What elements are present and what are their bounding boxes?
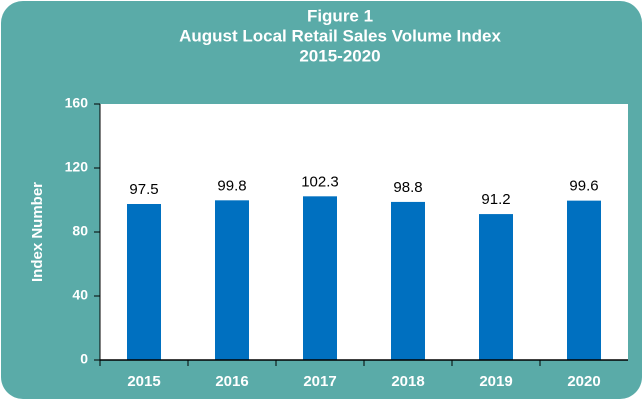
x-tick-label: 2015: [127, 373, 160, 390]
data-label: 91.2: [481, 191, 510, 208]
bar: [303, 196, 337, 360]
chart-title: 2015-2020: [299, 46, 380, 65]
data-label: 98.8: [393, 179, 422, 196]
bar: [391, 201, 425, 360]
bar: [567, 200, 601, 360]
data-label: 99.6: [569, 178, 598, 195]
x-tick-label: 2017: [303, 373, 336, 390]
plot-area: [100, 104, 628, 360]
x-tick-label: 2019: [479, 373, 512, 390]
y-axis-label: Index Number: [29, 182, 46, 282]
y-tick-label: 40: [72, 287, 88, 303]
y-tick-label: 0: [80, 351, 88, 367]
bar: [479, 214, 513, 360]
y-tick-label: 160: [65, 95, 89, 111]
x-tick-label: 2018: [391, 373, 424, 390]
x-tick-label: 2020: [567, 373, 600, 390]
chart-title: Figure 1: [307, 6, 373, 25]
bar: [127, 204, 161, 360]
data-label: 102.3: [301, 173, 339, 190]
data-label: 97.5: [129, 181, 158, 198]
y-tick-label: 80: [72, 223, 88, 239]
data-label: 99.8: [217, 177, 246, 194]
chart-title: August Local Retail Sales Volume Index: [179, 26, 501, 45]
y-tick-label: 120: [65, 159, 89, 175]
bar: [215, 200, 249, 360]
x-tick-label: 2016: [215, 373, 248, 390]
